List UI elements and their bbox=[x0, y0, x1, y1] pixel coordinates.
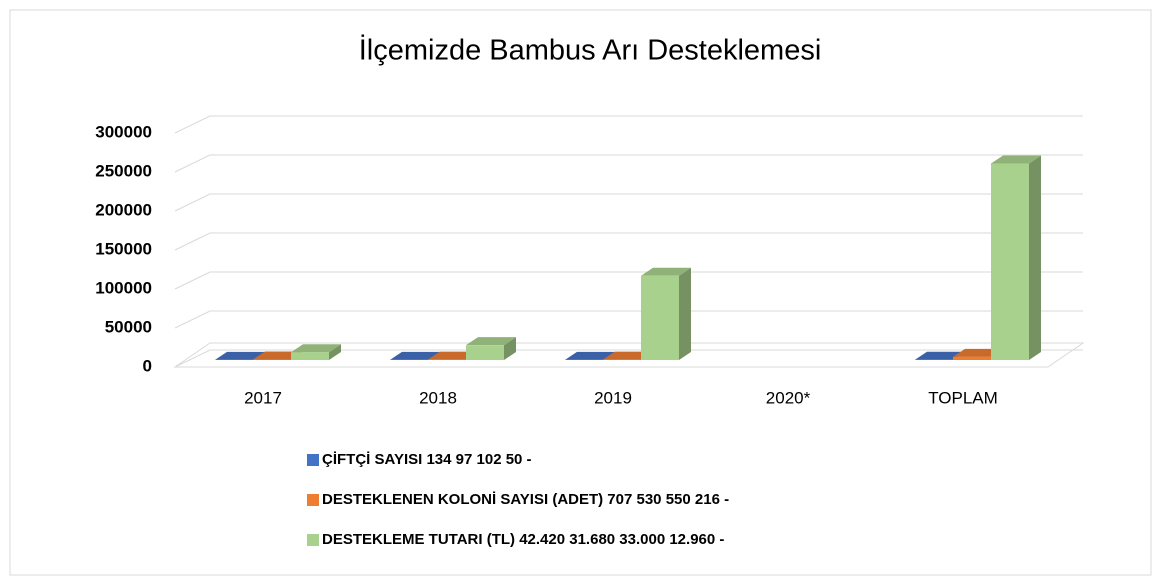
bar-top bbox=[953, 348, 1003, 357]
bar-top bbox=[253, 351, 303, 360]
bar-side bbox=[679, 267, 691, 360]
bar bbox=[953, 356, 991, 360]
x-tick-label: TOPLAM bbox=[928, 388, 998, 407]
y-tick-label: 0 bbox=[143, 356, 152, 375]
legend-label: DESTEKLEME TUTARI (TL) 42.420 31.680 33.… bbox=[322, 531, 724, 548]
bar-top bbox=[215, 351, 265, 360]
bar-top bbox=[603, 351, 653, 360]
bar-top bbox=[991, 155, 1041, 164]
bar bbox=[253, 359, 291, 360]
bar-side bbox=[1029, 155, 1041, 360]
bar-top bbox=[390, 351, 440, 360]
legend-swatch bbox=[307, 494, 319, 506]
bar-top bbox=[291, 344, 341, 353]
bar bbox=[991, 163, 1029, 360]
x-tick-label: 2020* bbox=[766, 388, 811, 407]
grid-line bbox=[174, 310, 1083, 329]
legend-swatch bbox=[307, 454, 319, 466]
bar-top bbox=[641, 267, 691, 276]
grid-line bbox=[174, 349, 1083, 368]
bar-side bbox=[504, 337, 516, 360]
bar bbox=[641, 275, 679, 360]
chart-frame bbox=[9, 9, 1152, 576]
grid-line bbox=[174, 154, 1083, 173]
bar-side bbox=[329, 344, 341, 360]
bar-top bbox=[565, 351, 615, 360]
bar-top bbox=[915, 351, 965, 360]
bar-top bbox=[466, 337, 516, 346]
y-tick-label: 100000 bbox=[95, 278, 152, 297]
legend-label: DESTEKLENEN KOLONİ SAYISI (ADET) 707 530… bbox=[322, 491, 729, 508]
y-tick-label: 300000 bbox=[95, 122, 152, 141]
floor bbox=[173, 342, 1085, 368]
grid-line bbox=[174, 115, 1083, 134]
bar bbox=[466, 345, 504, 360]
legend-label: ÇİFTÇİ SAYISI 134 97 102 50 - bbox=[322, 451, 532, 468]
chart-title: İlçemizde Bambus Arı Desteklemesi bbox=[359, 34, 822, 67]
x-tick-label: 2017 bbox=[244, 388, 282, 407]
grid-line bbox=[174, 193, 1083, 212]
y-tick-label: 200000 bbox=[95, 200, 152, 219]
y-tick-label: 250000 bbox=[95, 161, 152, 180]
grid-line bbox=[174, 271, 1083, 290]
grid-line bbox=[174, 232, 1083, 251]
bar-top bbox=[428, 351, 478, 360]
x-tick-label: 2018 bbox=[419, 388, 457, 407]
x-tick-label: 2019 bbox=[594, 388, 632, 407]
y-tick-label: 150000 bbox=[95, 239, 152, 258]
bar bbox=[291, 352, 329, 360]
legend-swatch bbox=[307, 534, 319, 546]
y-tick-label: 50000 bbox=[105, 317, 152, 336]
